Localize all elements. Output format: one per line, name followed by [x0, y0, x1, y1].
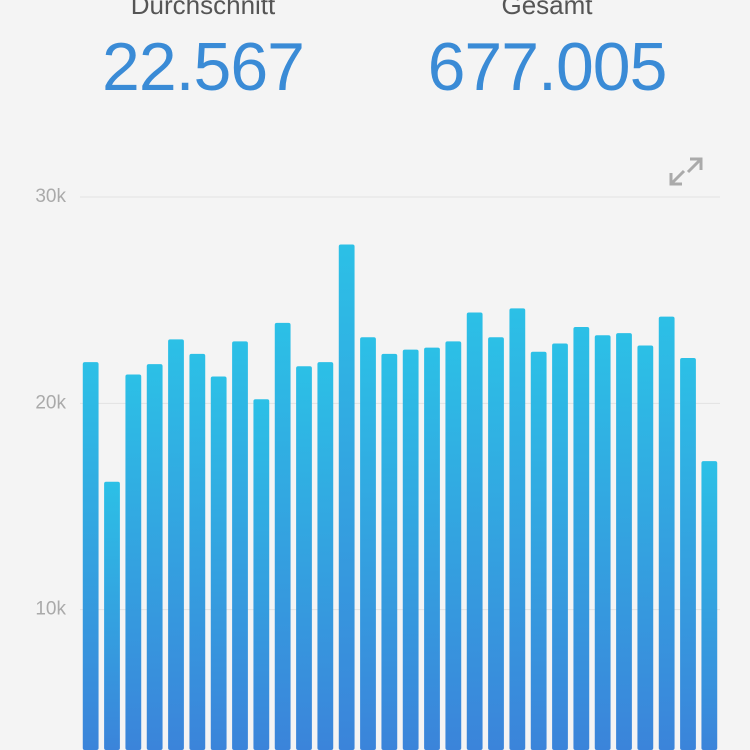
bar — [594, 335, 611, 750]
stat-value: 22.567 — [102, 29, 304, 105]
bar — [317, 362, 334, 750]
bar — [445, 341, 462, 750]
stat-label: Gesamt — [501, 0, 593, 20]
y-tick-label: 30k — [35, 186, 66, 207]
bar — [509, 308, 526, 750]
bar — [701, 461, 718, 750]
bar — [402, 349, 419, 750]
bar — [146, 364, 163, 750]
bar — [552, 343, 568, 750]
bar — [381, 353, 398, 750]
bar — [680, 357, 696, 750]
bar — [168, 339, 184, 750]
y-tick-label: 20k — [35, 392, 66, 413]
bar — [253, 399, 270, 750]
bar — [274, 322, 291, 750]
bar — [573, 326, 590, 750]
stat-value: 677.005 — [428, 29, 667, 105]
bar — [360, 337, 376, 750]
bar — [424, 347, 440, 750]
bar — [210, 376, 227, 750]
bar — [232, 341, 248, 750]
bar — [530, 351, 547, 750]
expand-button[interactable] — [669, 157, 703, 186]
bar — [82, 362, 99, 750]
bar — [338, 244, 355, 750]
bar — [125, 374, 142, 750]
y-tick-label: 10k — [35, 599, 66, 620]
bar — [104, 481, 120, 750]
bar — [637, 345, 654, 750]
bar — [658, 316, 675, 750]
bar — [466, 312, 483, 750]
stat-label: Durchschnitt — [131, 0, 276, 20]
bar — [296, 366, 312, 750]
bar — [488, 337, 504, 750]
bar — [189, 353, 206, 750]
bar — [616, 333, 632, 750]
